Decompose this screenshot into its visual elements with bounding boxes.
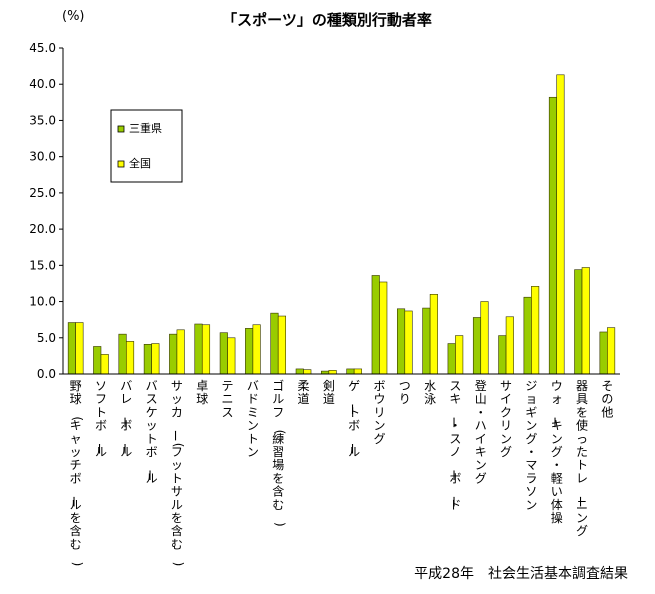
bar-national-15 bbox=[455, 335, 464, 375]
bar-national-21 bbox=[607, 327, 616, 375]
legend-label-national: 全国 bbox=[129, 156, 151, 170]
y-tick-label: 25.0 bbox=[29, 186, 56, 200]
category-label-10: 剣道 bbox=[323, 379, 335, 406]
bar-national-1 bbox=[100, 354, 109, 375]
category-label-14: 水泳 bbox=[424, 379, 436, 406]
bar-mie-11 bbox=[346, 368, 355, 375]
bar-mie-4 bbox=[169, 333, 178, 375]
category-label-18: ジョギング・マラソン bbox=[525, 379, 537, 512]
axes bbox=[62, 48, 620, 375]
bar-national-9 bbox=[303, 369, 312, 375]
bar-mie-21 bbox=[599, 331, 608, 375]
bar-mie-5 bbox=[194, 323, 203, 375]
y-tick-label: 35.0 bbox=[29, 113, 56, 127]
category-label-5: 卓球 bbox=[196, 379, 208, 406]
category-label-19: ウォーキング・軽い体操 bbox=[548, 379, 563, 525]
y-tick-label: 20.0 bbox=[29, 222, 56, 236]
y-tick-label: 40.0 bbox=[29, 77, 56, 91]
legend-box bbox=[110, 109, 183, 183]
bar-mie-16 bbox=[472, 317, 482, 375]
source-note: 平成28年 社会生活基本調査結果 bbox=[414, 565, 628, 582]
bar-national-0 bbox=[75, 322, 84, 375]
bar-mie-7 bbox=[245, 328, 254, 375]
bar-national-4 bbox=[176, 329, 185, 375]
category-label-21: その他 bbox=[601, 379, 613, 419]
bar-mie-14 bbox=[422, 307, 431, 375]
category-label-7: バドミントン bbox=[247, 379, 259, 459]
category-label-15: スキー・スノーボード bbox=[446, 379, 461, 512]
bar-national-17 bbox=[505, 316, 514, 375]
bar-mie-18 bbox=[523, 296, 532, 375]
bar-national-13 bbox=[404, 310, 413, 375]
bar-national-7 bbox=[252, 324, 261, 375]
y-tick-label: 30.0 bbox=[29, 150, 56, 164]
legend: 三重県 全国 bbox=[110, 109, 183, 183]
category-label-9: 柔道 bbox=[298, 379, 310, 406]
bar-national-11 bbox=[353, 368, 362, 375]
bar-mie-20 bbox=[574, 269, 583, 375]
y-tick-label: 10.0 bbox=[29, 295, 56, 309]
category-label-0: 野球(キャッチボールを含む) bbox=[67, 379, 85, 566]
y-axis: 0.0 5.0 10.0 15.0 20.0 25.0 30.0 35.0 40.0 45.0 bbox=[29, 41, 63, 381]
category-label-17: サイクリング bbox=[500, 379, 512, 459]
bar-mie-12 bbox=[371, 275, 380, 375]
bar-mie-9 bbox=[295, 368, 304, 375]
bar-mie-13 bbox=[396, 308, 406, 375]
bar-national-10 bbox=[328, 370, 337, 375]
bar-national-2 bbox=[125, 341, 135, 375]
y-tick-label: 15.0 bbox=[29, 258, 56, 272]
bar-mie-2 bbox=[118, 333, 127, 375]
bar-national-8 bbox=[277, 315, 287, 375]
bars bbox=[67, 74, 616, 375]
bar-mie-1 bbox=[93, 346, 102, 375]
bar-mie-6 bbox=[219, 332, 228, 375]
bar-mie-3 bbox=[143, 343, 152, 375]
bar-mie-15 bbox=[447, 343, 456, 375]
bar-national-3 bbox=[151, 343, 160, 375]
category-labels: 野球(キャッチボールを含む) ソフトボールバレーボールバスケットボールサッカー(フ… bbox=[67, 378, 614, 566]
category-label-11: ゲートボール bbox=[345, 379, 360, 459]
bar-national-5 bbox=[201, 324, 211, 375]
y-tick-label: 45.0 bbox=[29, 41, 56, 55]
category-label-2: バレーボール bbox=[117, 379, 132, 459]
bar-mie-0 bbox=[67, 322, 76, 375]
legend-swatch-mie bbox=[117, 125, 125, 133]
legend-label-mie: 三重県 bbox=[129, 121, 162, 135]
category-label-4: サッカー(フットサルを含む) bbox=[168, 379, 186, 566]
category-label-6: テニス bbox=[222, 379, 234, 419]
category-label-8: ゴルフ(練習場を含む) bbox=[272, 378, 287, 527]
bar-national-12 bbox=[379, 281, 388, 375]
y-tick-label: 5.0 bbox=[37, 331, 56, 345]
category-label-12: ボウリング bbox=[373, 379, 385, 446]
chart-title: 「スポーツ」の種類別行動者率 bbox=[222, 11, 432, 29]
category-label-13: つり bbox=[399, 379, 411, 406]
legend-swatch-national bbox=[117, 160, 125, 168]
category-label-1: ソフトボール bbox=[92, 379, 107, 459]
category-label-3: バスケットボール bbox=[143, 379, 158, 485]
bar-mie-19 bbox=[548, 96, 558, 375]
y-axis-unit-label: (%) bbox=[62, 9, 85, 24]
bar-national-6 bbox=[227, 337, 236, 375]
bar-national-16 bbox=[480, 301, 489, 375]
category-label-16: 登山・ハイキング bbox=[475, 378, 487, 485]
bar-mie-8 bbox=[270, 312, 279, 375]
category-label-20: 器具を使ったトレーニング bbox=[573, 379, 588, 538]
bar-national-19 bbox=[556, 74, 565, 375]
bar-national-18 bbox=[531, 286, 540, 375]
y-tick-label: 0.0 bbox=[37, 367, 56, 381]
bar-mie-17 bbox=[498, 335, 507, 375]
bar-national-14 bbox=[429, 294, 438, 375]
bar-national-20 bbox=[581, 267, 590, 375]
